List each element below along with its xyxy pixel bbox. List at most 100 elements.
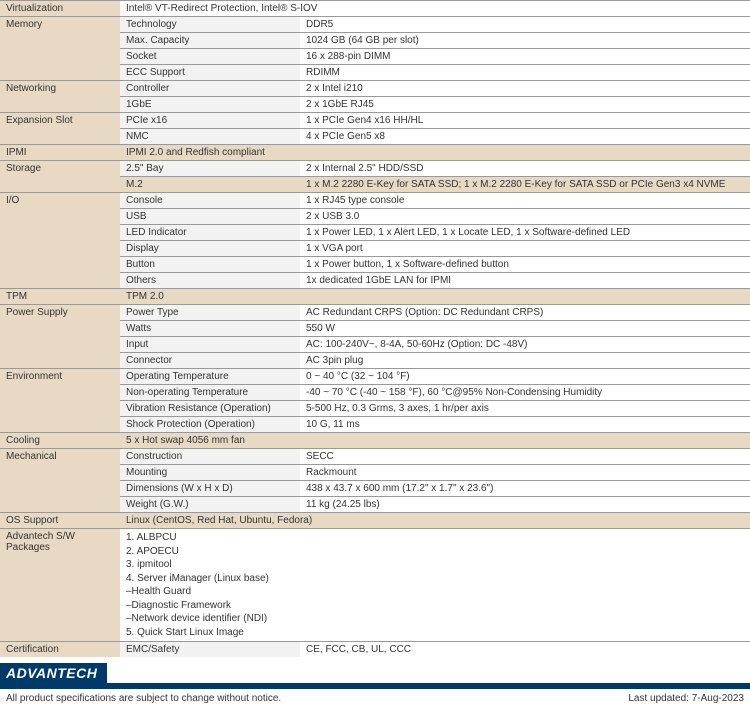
category-cell: Storage: [0, 161, 120, 193]
category-cell: Advantech S/W Packages: [0, 529, 120, 642]
table-row: Cooling5 x Hot swap 4056 mm fan: [0, 433, 750, 449]
subcategory-cell: NMC: [120, 129, 300, 145]
value-cell: 1 x PCIe Gen4 x16 HH/HL: [300, 113, 750, 129]
subcategory-cell: Non-operating Temperature: [120, 385, 300, 401]
table-row: Advantech S/W Packages1. ALBPCU 2. APOEC…: [0, 529, 750, 642]
subcategory-cell: M.2: [120, 177, 300, 193]
value-cell: SECC: [300, 449, 750, 465]
subcategory-cell: Shock Protection (Operation): [120, 417, 300, 433]
subcategory-cell: LED Indicator: [120, 225, 300, 241]
footer-updated: Last updated: 7-Aug-2023: [628, 693, 744, 704]
subcategory-cell: Console: [120, 193, 300, 209]
value-cell: 550 W: [300, 321, 750, 337]
subcategory-cell: Others: [120, 273, 300, 289]
brand-bar: ADVANTECH: [0, 663, 750, 689]
value-cell: 1 x Power LED, 1 x Alert LED, 1 x Locate…: [300, 225, 750, 241]
table-row: Expansion SlotPCIe x161 x PCIe Gen4 x16 …: [0, 113, 750, 129]
subcategory-cell: Max. Capacity: [120, 33, 300, 49]
table-row: I/OConsole1 x RJ45 type console: [0, 193, 750, 209]
table-row: TPMTPM 2.0: [0, 289, 750, 305]
subcategory-cell: Connector: [120, 353, 300, 369]
value-cell: 2 x 1GbE RJ45: [300, 97, 750, 113]
subcategory-cell: Display: [120, 241, 300, 257]
table-row: MemoryTechnologyDDR5: [0, 17, 750, 33]
brand-logo: ADVANTECH: [0, 663, 107, 683]
value-cell: 2 x Intel i210: [300, 81, 750, 97]
category-cell: IPMI: [0, 145, 120, 161]
subcategory-cell: Controller: [120, 81, 300, 97]
table-row: IPMIIPMI 2.0 and Redfish compliant: [0, 145, 750, 161]
category-cell: TPM: [0, 289, 120, 305]
value-cell: 1 x VGA port: [300, 241, 750, 257]
subcategory-cell: PCIe x16: [120, 113, 300, 129]
subcategory-cell: Technology: [120, 17, 300, 33]
value-cell: 5-500 Hz, 0.3 Grms, 3 axes, 1 hr/per axi…: [300, 401, 750, 417]
value-cell: 16 x 288-pin DIMM: [300, 49, 750, 65]
value-cell: TPM 2.0: [120, 289, 750, 305]
table-row: OS SupportLinux (CentOS, Red Hat, Ubuntu…: [0, 513, 750, 529]
value-cell: 10 G, 11 ms: [300, 417, 750, 433]
value-cell: AC: 100-240V~, 8-4A, 50-60Hz (Option: DC…: [300, 337, 750, 353]
subcategory-cell: EMC/Safety: [120, 642, 300, 658]
subcategory-cell: Button: [120, 257, 300, 273]
table-row: MechanicalConstructionSECC: [0, 449, 750, 465]
subcategory-cell: Vibration Resistance (Operation): [120, 401, 300, 417]
category-cell: Networking: [0, 81, 120, 113]
category-cell: Expansion Slot: [0, 113, 120, 145]
subcategory-cell: 1GbE: [120, 97, 300, 113]
value-cell: 1x dedicated 1GbE LAN for IPMI: [300, 273, 750, 289]
value-cell: AC Redundant CRPS (Option: DC Redundant …: [300, 305, 750, 321]
value-cell: 1 x M.2 2280 E-Key for SATA SSD; 1 x M.2…: [300, 177, 750, 193]
category-cell: Environment: [0, 369, 120, 433]
subcategory-cell: Mounting: [120, 465, 300, 481]
subcategory-cell: Watts: [120, 321, 300, 337]
subcategory-cell: Weight (G.W.): [120, 497, 300, 513]
value-cell: AC 3pin plug: [300, 353, 750, 369]
table-row: Storage2.5" Bay2 x Internal 2.5" HDD/SSD: [0, 161, 750, 177]
table-row: VirtualizationIntel® VT-Redirect Protect…: [0, 1, 750, 17]
category-cell: Memory: [0, 17, 120, 81]
value-cell: 2 x Internal 2.5" HDD/SSD: [300, 161, 750, 177]
value-cell: Intel® VT-Redirect Protection, Intel® S-…: [120, 1, 750, 17]
subcategory-cell: Input: [120, 337, 300, 353]
value-cell: RDIMM: [300, 65, 750, 81]
value-cell: 1 x Power button, 1 x Software-defined b…: [300, 257, 750, 273]
category-cell: Power Supply: [0, 305, 120, 369]
value-cell: 11 kg (24.25 lbs): [300, 497, 750, 513]
category-cell: Cooling: [0, 433, 120, 449]
category-cell: OS Support: [0, 513, 120, 529]
value-cell: Rackmount: [300, 465, 750, 481]
subcategory-cell: Construction: [120, 449, 300, 465]
subcategory-cell: Operating Temperature: [120, 369, 300, 385]
table-row: EnvironmentOperating Temperature0 ~ 40 °…: [0, 369, 750, 385]
value-cell: 1 x RJ45 type console: [300, 193, 750, 209]
table-row: NetworkingController2 x Intel i210: [0, 81, 750, 97]
table-row: Power SupplyPower TypeAC Redundant CRPS …: [0, 305, 750, 321]
value-cell: 4 x PCIe Gen5 x8: [300, 129, 750, 145]
subcategory-cell: ECC Support: [120, 65, 300, 81]
table-row: CertificationEMC/SafetyCE, FCC, CB, UL, …: [0, 642, 750, 658]
category-cell: Certification: [0, 642, 120, 658]
value-cell: CE, FCC, CB, UL, CCC: [300, 642, 750, 658]
value-cell: 1. ALBPCU 2. APOECU 3. ipmitool 4. Serve…: [120, 529, 750, 642]
spec-table: VirtualizationIntel® VT-Redirect Protect…: [0, 0, 750, 657]
value-cell: 2 x USB 3.0: [300, 209, 750, 225]
category-cell: Virtualization: [0, 1, 120, 17]
subcategory-cell: 2.5" Bay: [120, 161, 300, 177]
value-cell: 1024 GB (64 GB per slot): [300, 33, 750, 49]
subcategory-cell: Power Type: [120, 305, 300, 321]
subcategory-cell: Socket: [120, 49, 300, 65]
subcategory-cell: Dimensions (W x H x D): [120, 481, 300, 497]
value-cell: Linux (CentOS, Red Hat, Ubuntu, Fedora): [120, 513, 750, 529]
category-cell: Mechanical: [0, 449, 120, 513]
value-cell: -40 ~ 70 °C (-40 ~ 158 °F), 60 °C@95% No…: [300, 385, 750, 401]
value-cell: 0 ~ 40 °C (32 ~ 104 °F): [300, 369, 750, 385]
value-cell: IPMI 2.0 and Redfish compliant: [120, 145, 750, 161]
value-cell: DDR5: [300, 17, 750, 33]
footer-disclaimer: All product specifications are subject t…: [6, 693, 281, 704]
value-cell: 5 x Hot swap 4056 mm fan: [120, 433, 750, 449]
subcategory-cell: USB: [120, 209, 300, 225]
footer: All product specifications are subject t…: [0, 689, 750, 710]
value-cell: 438 x 43.7 x 600 mm (17.2" x 1.7" x 23.6…: [300, 481, 750, 497]
category-cell: I/O: [0, 193, 120, 289]
